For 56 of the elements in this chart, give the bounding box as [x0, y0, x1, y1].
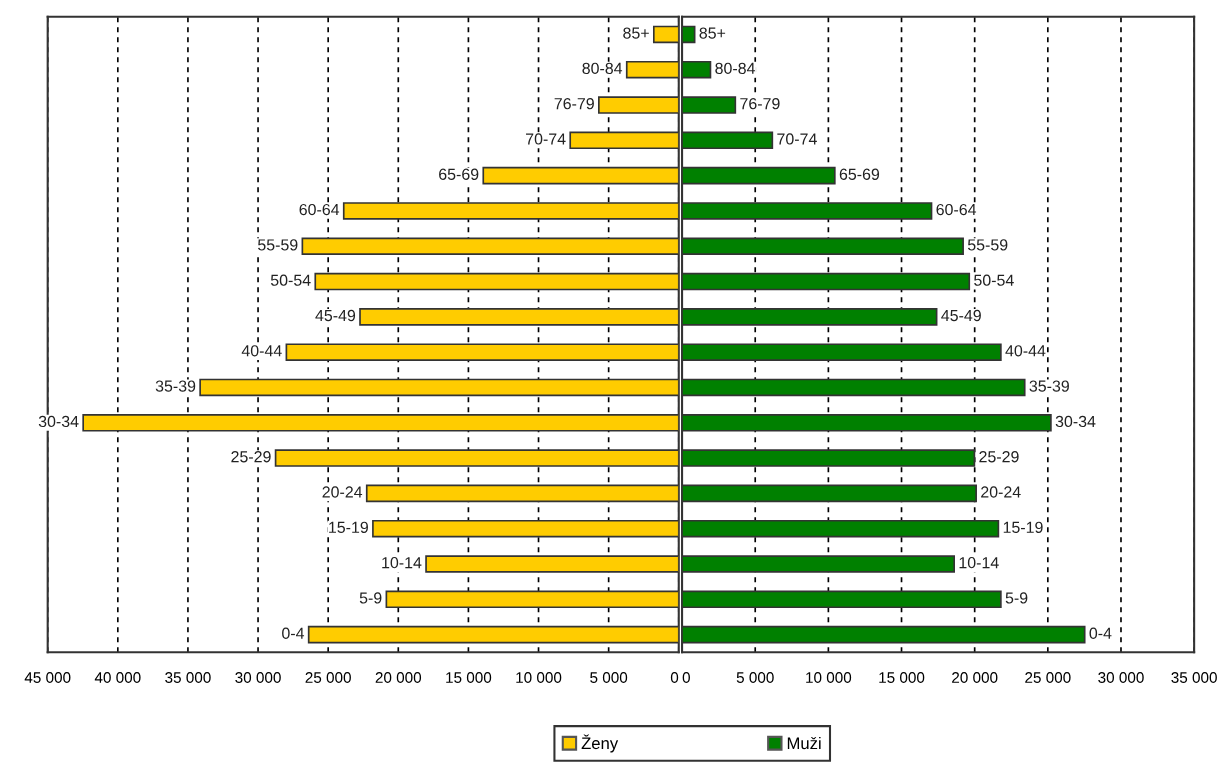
category-label: 65-69 — [439, 168, 479, 180]
category-label: 50-54 — [974, 274, 1014, 286]
category-label: 76-79 — [554, 98, 594, 110]
category-label: 5-9 — [359, 592, 382, 604]
category-label: 50-54 — [270, 274, 311, 286]
x-tick-label: 35 000 — [1171, 672, 1217, 683]
x-tick-label: 40 000 — [94, 672, 141, 683]
category-label: 5-9 — [1005, 592, 1028, 604]
category-label: 10-14 — [382, 556, 422, 569]
category-label: 15-19 — [1003, 521, 1043, 533]
x-tick-label: 25 000 — [305, 672, 351, 683]
category-label: 35-39 — [155, 380, 196, 392]
category-label: 0-4 — [282, 627, 305, 639]
category-label: 65-69 — [839, 168, 880, 180]
category-label: 25-29 — [231, 451, 271, 463]
x-tick-label: 20 000 — [375, 672, 422, 683]
category-label: 0-4 — [1089, 627, 1112, 639]
x-tick-label: 30 000 — [235, 672, 281, 683]
x-tick-label: 10 000 — [806, 672, 852, 683]
x-tick-label: 0 — [670, 672, 679, 683]
category-label: 15-19 — [329, 521, 368, 533]
category-label: 45-49 — [315, 309, 356, 322]
category-label: 76-79 — [740, 98, 780, 110]
x-tick-label: 5 000 — [590, 672, 628, 683]
category-label: 85+ — [699, 27, 726, 39]
category-label: 60-64 — [936, 203, 977, 216]
x-tick-label: 30 000 — [1098, 672, 1144, 683]
category-label: 70-74 — [526, 133, 566, 145]
x-tick-label: 15 000 — [446, 672, 492, 683]
category-label: 55-59 — [257, 239, 298, 251]
x-tick-label: 0 — [682, 672, 690, 683]
category-label: 30-34 — [1055, 415, 1096, 428]
x-tick-label: 25 000 — [1025, 672, 1071, 683]
x-tick-label: 10 000 — [516, 672, 562, 683]
x-tick-label: 15 000 — [879, 672, 925, 683]
x-tick-label: 20 000 — [952, 672, 998, 683]
legend-label: Muži — [787, 736, 821, 750]
x-tick-label: 35 000 — [165, 672, 211, 683]
x-tick-label: 45 000 — [24, 672, 71, 683]
category-label: 30-34 — [38, 415, 79, 428]
x-tick-label: 5 000 — [736, 672, 774, 683]
category-label: 85+ — [623, 27, 649, 39]
category-label: 40-44 — [241, 345, 282, 357]
category-label: 20-24 — [981, 486, 1021, 498]
category-label: 40-44 — [1005, 345, 1046, 357]
category-label: 10-14 — [959, 556, 999, 569]
legend-label: Ženy — [581, 734, 619, 753]
category-label: 20-24 — [322, 486, 363, 498]
category-label: 55-59 — [967, 239, 1008, 251]
category-label: 80-84 — [715, 62, 755, 75]
category-label: 45-49 — [941, 309, 981, 322]
category-label: 60-64 — [299, 203, 340, 216]
category-label: 70-74 — [777, 133, 817, 145]
category-label: 80-84 — [582, 62, 623, 75]
category-label: 35-39 — [1029, 380, 1069, 392]
category-label: 25-29 — [979, 451, 1019, 463]
